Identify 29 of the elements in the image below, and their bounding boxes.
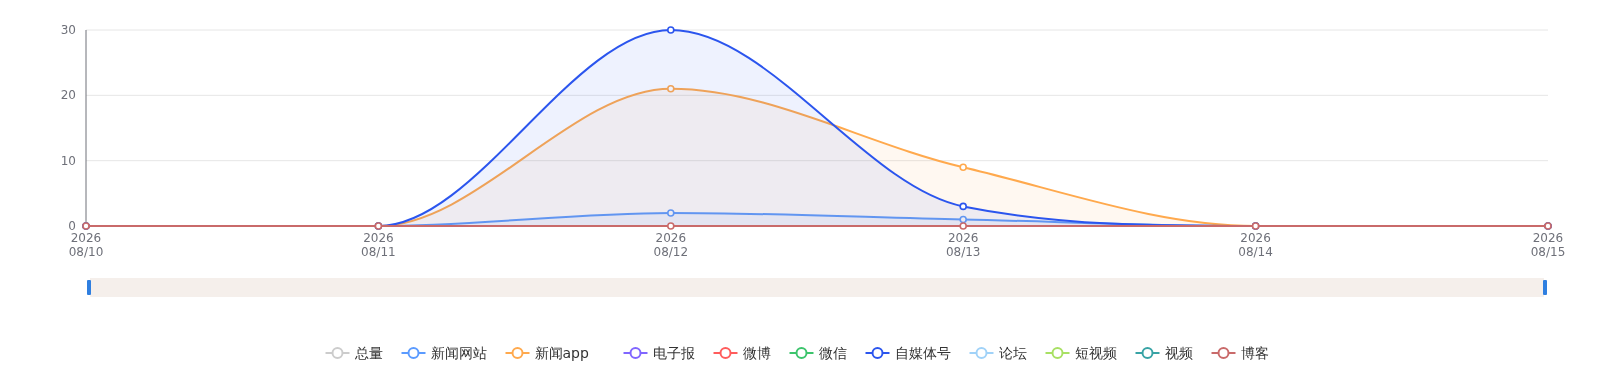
legend-label: 总量 [353, 345, 383, 361]
point [667, 85, 675, 93]
x-tick-label: 2026 08/15 [1530, 231, 1566, 259]
point [959, 202, 967, 211]
y-tick-label: 0 [68, 219, 76, 233]
legend-label: 自媒体号 [894, 345, 951, 361]
legend-label: 新闻网站 [430, 345, 487, 361]
point [667, 26, 675, 34]
legend-label: 博客 [1240, 345, 1269, 361]
y-tick-label: 10 [60, 153, 76, 168]
x-tick-label: 2026 08/12 [653, 231, 689, 259]
legend-label: 论坛 [998, 345, 1027, 361]
point [667, 222, 675, 230]
x-tick-label: 2026 08/13 [945, 231, 981, 259]
point [959, 163, 967, 171]
point [667, 209, 675, 217]
legend-label: 微信 [818, 345, 847, 361]
point [959, 222, 967, 230]
y-tick-label: 20 [60, 88, 76, 103]
legend-label: 微博 [742, 345, 771, 361]
x-tick-label: 2026 08/14 [1238, 231, 1273, 259]
legend-label: 短视频 [1074, 345, 1117, 361]
legend-label: 新闻app [534, 345, 589, 361]
x-tick-label: 2026 08/11 [361, 231, 396, 259]
x-tick-label: 2026 08/10 [68, 231, 104, 259]
legend-label: 电子报 [652, 345, 695, 361]
point [959, 215, 967, 224]
y-tick-label: 30 [60, 23, 76, 37]
legend-label: 视频 [1164, 345, 1193, 361]
